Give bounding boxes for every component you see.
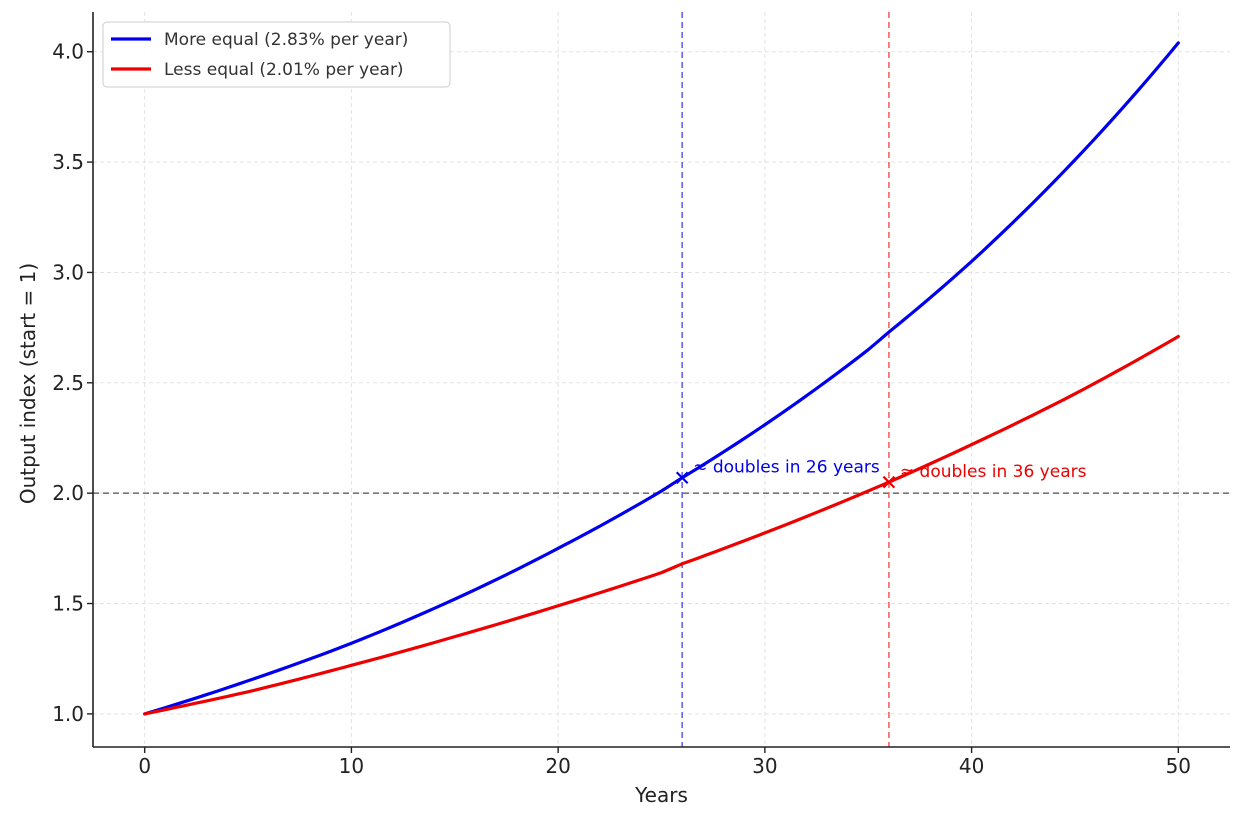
- y-tick-label: 3.0: [52, 260, 84, 284]
- doubling-marker-2: [882, 475, 896, 489]
- y-tick-label: 1.0: [52, 702, 84, 726]
- tick-labels: 0 10 20 30 40 50 1.0 1.5 2.0 2.5 3.0 3.5 4.0: [52, 40, 1191, 778]
- y-tick-label: 1.5: [52, 592, 84, 616]
- x-axis-title: Years: [634, 783, 688, 807]
- x-tick-label: 0: [138, 754, 151, 778]
- y-tick-label: 3.5: [52, 150, 84, 174]
- x-tick-label: 20: [545, 754, 570, 778]
- legend-label-1: More equal (2.83% per year): [164, 30, 408, 50]
- y-tick-label: 2.0: [52, 481, 84, 505]
- x-tick-label: 30: [752, 754, 777, 778]
- legend-box: [102, 21, 451, 88]
- marker-x-stroke: [882, 475, 896, 489]
- series-line-less-equal: [143, 334, 1180, 716]
- legend-label-2: Less equal (2.01% per year): [164, 60, 404, 80]
- y-tick-label: 2.5: [52, 371, 84, 395]
- legend: More equal (2.83% per year) Less equal (2…: [102, 21, 451, 88]
- y-tick-label: 4.0: [52, 40, 84, 64]
- x-tick-label: 40: [959, 754, 984, 778]
- doubling-annotation-2: ≈ doubles in 36 years: [900, 462, 1087, 482]
- marker-x-stroke: [675, 471, 689, 484]
- doubling-markers: ≈ doubles in 26 years ≈ doubles in 36 yea…: [675, 458, 1087, 489]
- x-tick-label: 50: [1166, 754, 1191, 778]
- doubling-annotation-1: ≈ doubles in 26 years: [693, 458, 880, 478]
- axes: [92, 12, 1230, 748]
- x-tick-label: 10: [339, 754, 364, 778]
- reference-lines: [93, 12, 1230, 747]
- doubling-marker-1: [675, 471, 689, 484]
- y-axis-title: Output index (start = 1): [16, 263, 40, 504]
- grid: [93, 12, 1230, 747]
